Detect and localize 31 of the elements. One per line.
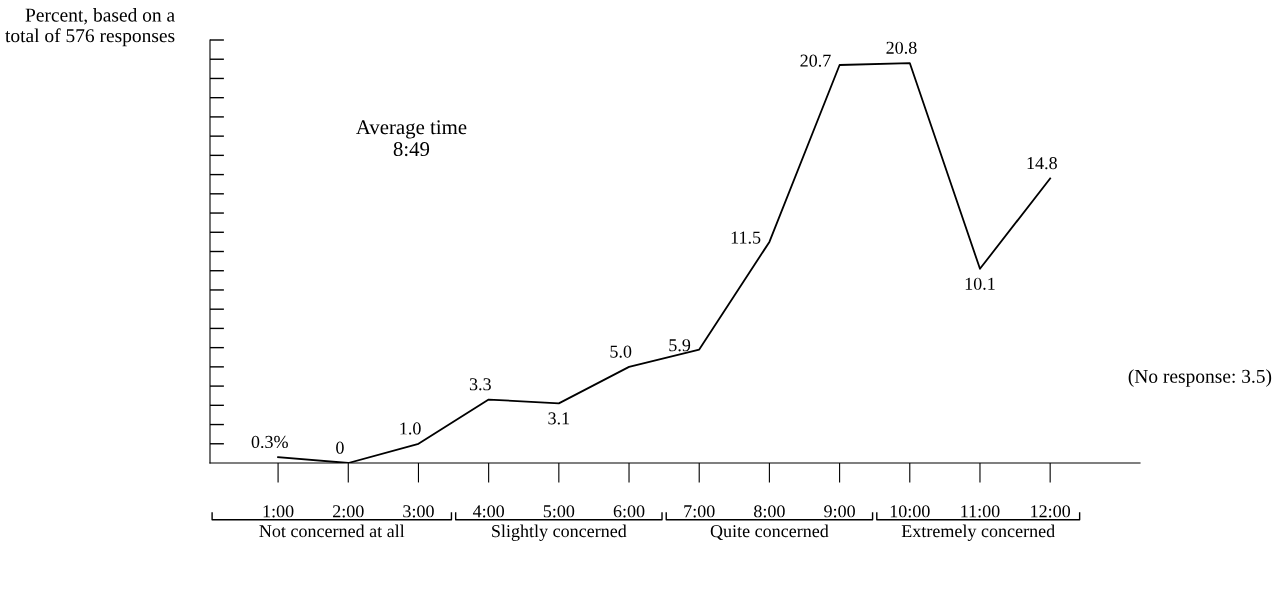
x-tick-label: 7:00 (684, 505, 715, 518)
data-label: 1.0 (400, 422, 421, 435)
data-label: 14.8 (1027, 157, 1057, 170)
data-label: 20.8 (886, 41, 917, 54)
data-label: 5.9 (669, 339, 691, 352)
data-label: 3.3 (469, 378, 491, 391)
x-tick-label: 8:00 (754, 505, 785, 518)
data-label: 5.0 (610, 345, 632, 358)
x-tick-label: 9:00 (824, 505, 855, 518)
data-label: 3.1 (548, 412, 570, 425)
x-tick-label: 5:00 (543, 505, 575, 518)
x-tick-label: 1:00 (263, 505, 294, 518)
text: Extremely concerned (901, 524, 1055, 541)
text: Slightly concerned (492, 524, 627, 541)
data-label: 10.1 (965, 277, 995, 290)
text: Quite concerned (710, 524, 829, 540)
data-label: 20.7 (800, 54, 831, 67)
x-tick-label: 2:00 (333, 505, 364, 518)
x-tick-label: 4:00 (472, 505, 505, 518)
data-label: 0 (336, 441, 344, 454)
x-tick-label: 11:00 (961, 505, 1000, 518)
data-label: 0.3% (251, 435, 288, 449)
x-tick-label: 12:00 (1031, 505, 1071, 518)
x-tick-label: 3:00 (403, 505, 434, 518)
data-label: 11.5 (731, 231, 761, 244)
annotation: (No response: 3.5) (1128, 369, 1272, 387)
y-axis-title: Percent, based on a total of 576 responses (5, 8, 175, 47)
annotation: Average time 8:49 (356, 120, 467, 157)
x-tick-label: 6:00 (613, 505, 645, 518)
text: Not concerned at all (259, 524, 405, 538)
x-tick-label: 10:00 (890, 505, 930, 518)
